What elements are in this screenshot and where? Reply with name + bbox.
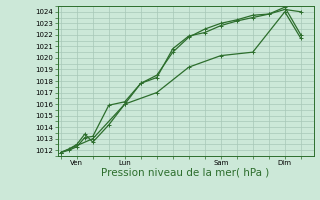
X-axis label: Pression niveau de la mer( hPa ): Pression niveau de la mer( hPa ) — [101, 168, 270, 178]
